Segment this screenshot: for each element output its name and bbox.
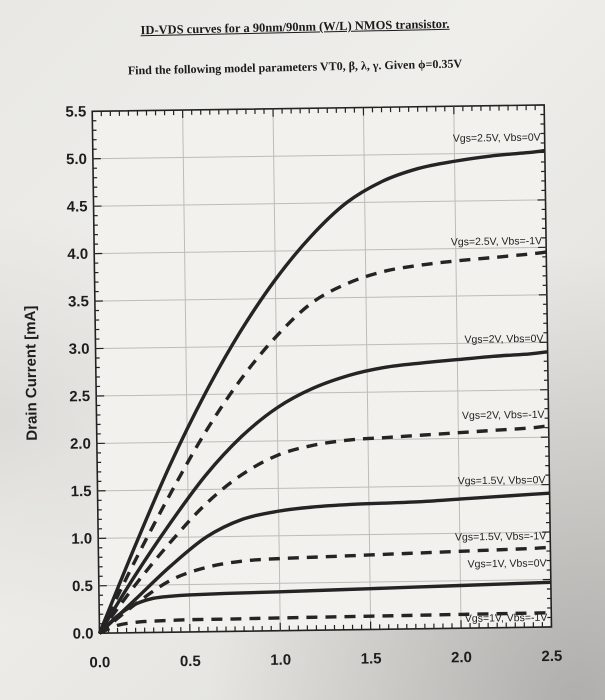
series-line-8 <box>98 611 552 635</box>
x-tick-label: 2.0 <box>451 649 472 666</box>
x-grid-line <box>182 110 191 632</box>
x-grid-line <box>362 107 372 630</box>
y-grid-line <box>96 436 549 444</box>
y-grid-line <box>95 341 548 350</box>
series-label: Vgs=1.5V, Vbs=-1V <box>455 530 546 543</box>
series-line-6 <box>98 545 551 635</box>
y-grid-line <box>93 199 546 207</box>
y-tick-label: 3.0 <box>69 341 90 358</box>
y-grid-line <box>92 151 545 160</box>
x-tick-label: 1.5 <box>361 650 382 667</box>
series-line-2 <box>97 250 547 634</box>
y-tick-label: 4.5 <box>67 198 88 215</box>
y-tick-label: 1.5 <box>71 483 92 500</box>
y-axis-label: Drain Current [mA] <box>22 306 41 441</box>
series-line-5 <box>98 491 550 635</box>
series-layer <box>97 148 552 635</box>
y-tick-label: 0.5 <box>72 578 93 595</box>
y-tick-label: 2.5 <box>69 388 90 405</box>
y-grid-line <box>96 389 549 397</box>
y-tick-label: 3.5 <box>68 293 89 310</box>
series-label: Vgs=2.5V, Vbs=0V <box>453 132 541 145</box>
series-label: Vgs=2V, Vbs=0V <box>464 333 543 346</box>
y-tick-labels: 0.0 0.5 1.0 1.5 2.0 2.5 3.0 3.5 4.0 4.5 5.0 5.5 <box>65 103 93 642</box>
x-tick-label: 0.5 <box>180 653 201 670</box>
x-tick-labels: 0.0 0.5 1.0 1.5 2.0 2.5 <box>89 648 562 672</box>
y-tick-label: 5.5 <box>65 103 86 120</box>
series-label: Vgs=1V, Vbs=0V <box>467 557 546 570</box>
x-tick-label: 2.5 <box>541 648 562 665</box>
y-tick-label: 4.0 <box>67 246 88 263</box>
x-tick-label: 0.0 <box>89 654 110 671</box>
y-tick-label: 5.0 <box>66 151 87 168</box>
series-line-1 <box>97 148 546 634</box>
series-label: Vgs=1.5V, Vbs=0V <box>458 474 546 487</box>
y-tick-label: 2.0 <box>70 436 91 453</box>
grid <box>92 106 551 632</box>
minor-ticks <box>91 104 553 634</box>
series-label: Vgs=2V, Vbs=-1V <box>462 409 545 422</box>
y-grid-line <box>94 246 547 255</box>
x-tick-label: 1.0 <box>270 652 291 669</box>
series-labels: Vgs=2.5V, Vbs=0V Vgs=2.5V, Vbs=-1V Vgs=2V,… <box>451 132 548 625</box>
y-tick-label: 0.0 <box>73 625 94 642</box>
series-label: Vgs=2.5V, Vbs=-1V <box>451 235 542 248</box>
series-line-7 <box>98 580 551 635</box>
series-label: Vgs=1V, Vbs=-1V <box>465 612 548 625</box>
y-tick-label: 1.0 <box>71 530 92 547</box>
y-grid-line <box>98 578 551 587</box>
series-line-4 <box>98 424 549 635</box>
series-line-3 <box>98 350 548 635</box>
x-grid-line <box>272 108 281 631</box>
x-grid-line <box>453 106 462 629</box>
